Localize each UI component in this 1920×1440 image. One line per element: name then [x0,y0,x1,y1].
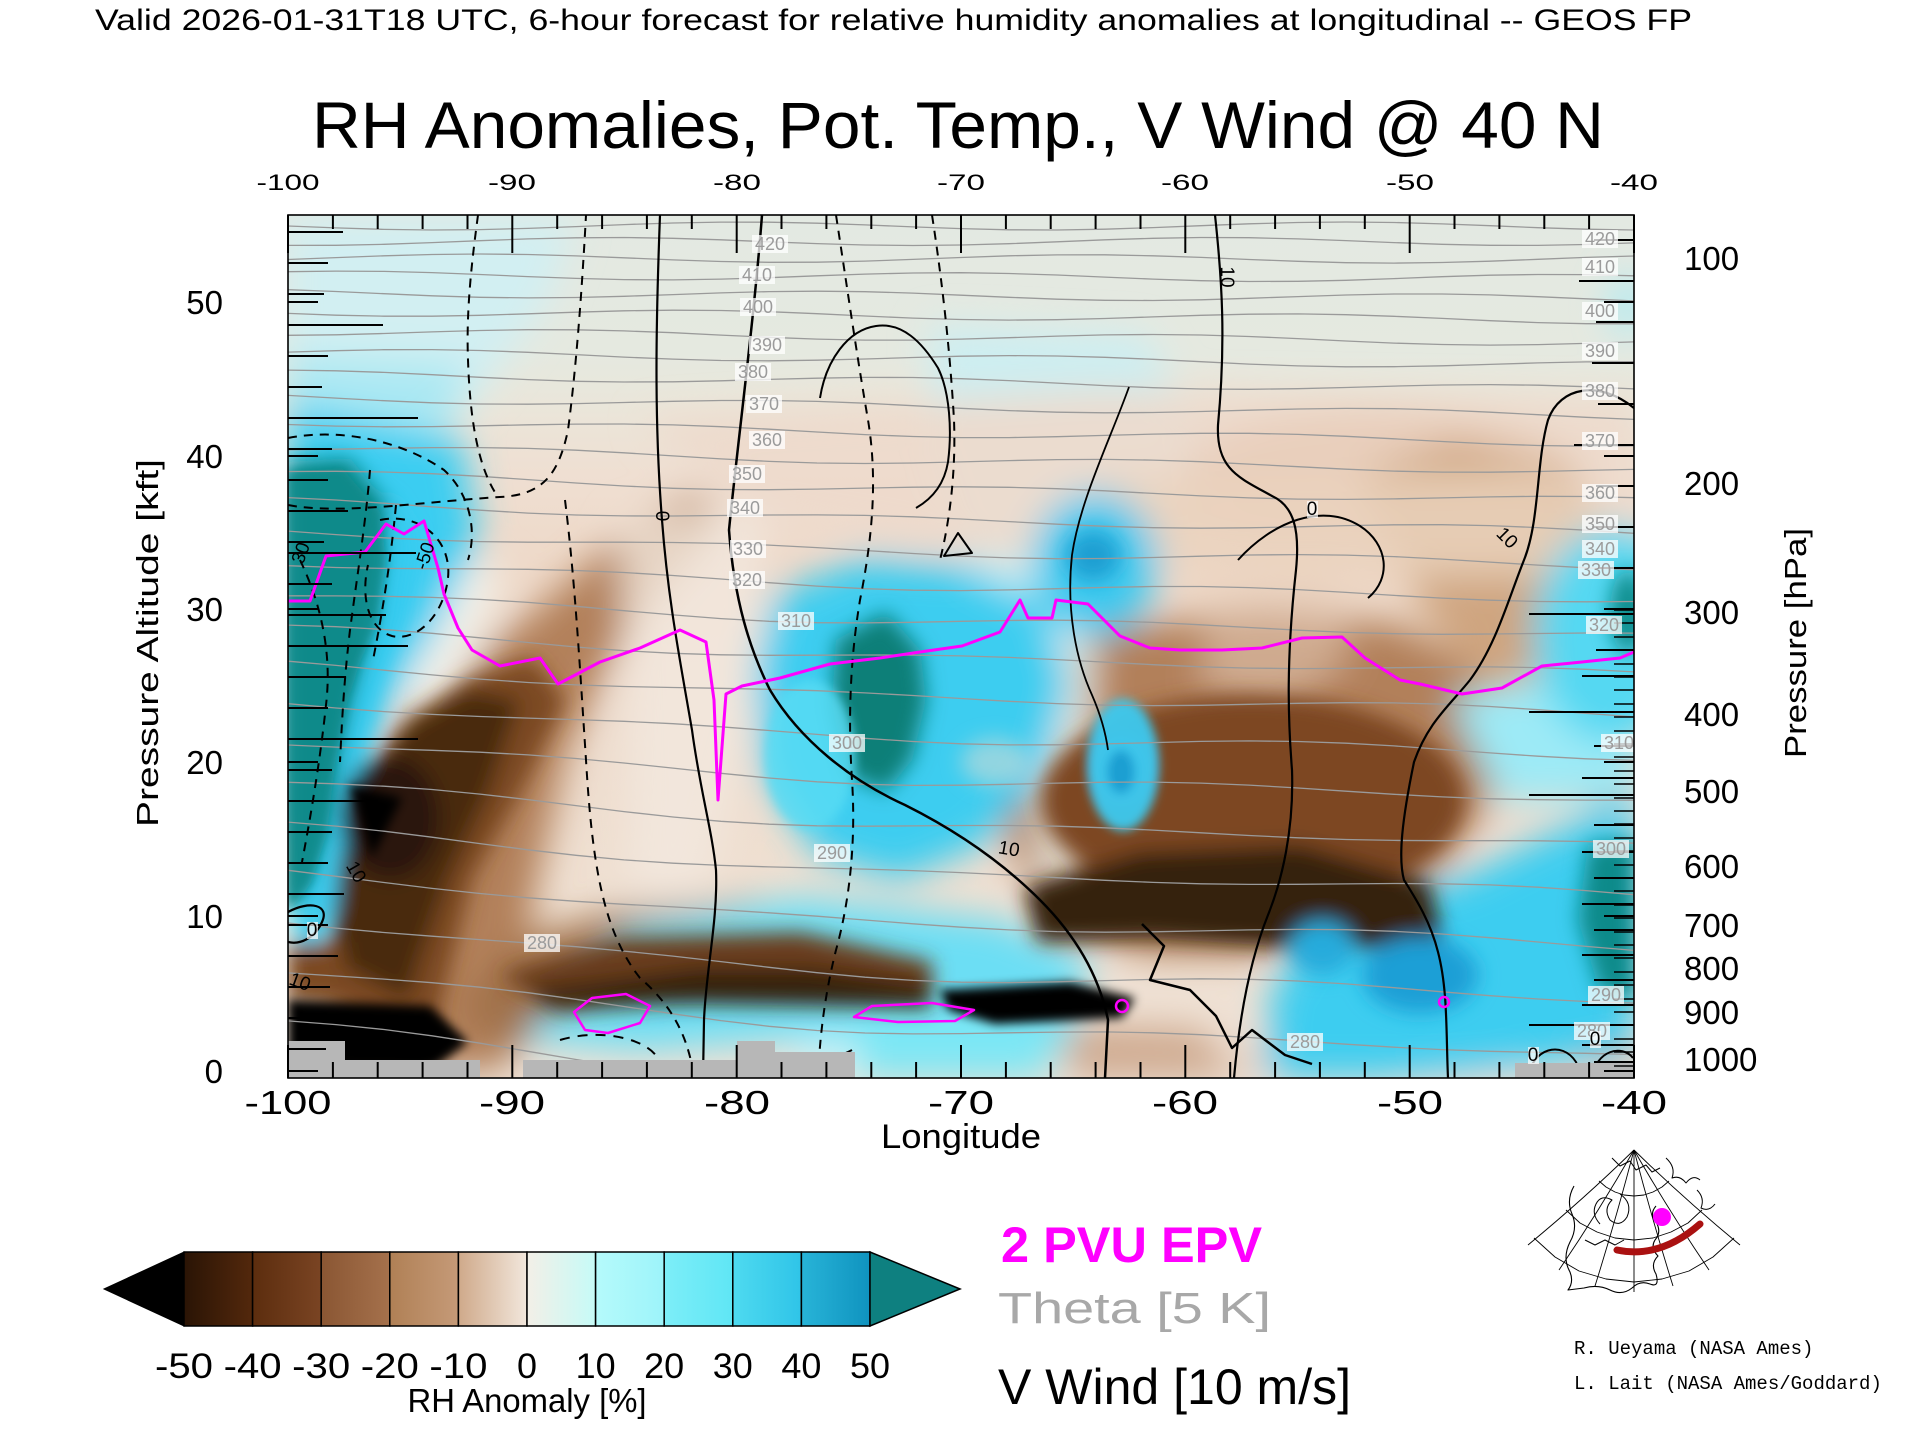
svg-text:-100: -100 [257,170,320,195]
svg-text:0: 0 [517,1347,537,1386]
svg-text:700: 700 [1684,907,1739,944]
svg-text:300: 300 [1684,594,1739,631]
svg-text:-90: -90 [479,1084,545,1121]
svg-text:390: 390 [752,335,782,355]
svg-text:-80: -80 [713,170,761,195]
svg-text:350: 350 [1585,514,1615,534]
svg-text:360: 360 [1585,483,1615,503]
svg-text:Longitude: Longitude [881,1118,1041,1156]
svg-text:370: 370 [749,394,779,414]
svg-text:-40: -40 [1601,1084,1667,1121]
svg-text:410: 410 [742,265,772,285]
svg-text:20: 20 [644,1347,684,1386]
svg-text:410: 410 [1585,257,1615,277]
svg-text:350: 350 [732,464,762,484]
svg-text:-10: -10 [429,1347,487,1386]
svg-text:380: 380 [738,362,768,382]
svg-text:100: 100 [1684,240,1739,277]
svg-text:Pressure Altitude [kft]: Pressure Altitude [kft] [130,459,165,827]
svg-text:280: 280 [527,933,557,953]
svg-text:340: 340 [1585,539,1615,559]
svg-text:310: 310 [1604,733,1634,753]
svg-text:L. Lait (NASA Ames/Goddard): L. Lait (NASA Ames/Goddard) [1574,1373,1882,1395]
svg-text:360: 360 [752,430,782,450]
svg-text:380: 380 [1585,381,1615,401]
svg-text:310: 310 [781,611,811,631]
svg-text:10: 10 [186,898,223,935]
svg-text:V Wind [10 m/s]: V Wind [10 m/s] [998,1359,1351,1415]
svg-text:420: 420 [755,234,785,254]
svg-text:-50: -50 [1377,1084,1443,1121]
svg-text:10: 10 [576,1347,616,1386]
svg-text:0: 0 [1590,1029,1601,1050]
svg-text:320: 320 [1589,615,1619,635]
svg-text:10: 10 [1216,266,1237,287]
svg-text:-100: -100 [245,1084,332,1121]
svg-text:200: 200 [1684,465,1739,502]
svg-text:Pressure [hPa]: Pressure [hPa] [1778,528,1813,758]
svg-text:Theta [5 K]: Theta [5 K] [998,1284,1271,1333]
svg-text:500: 500 [1684,773,1739,810]
svg-text:-20: -20 [361,1347,419,1386]
svg-text:40: 40 [186,438,223,475]
svg-text:-60: -60 [1161,170,1209,195]
svg-text:0: 0 [651,511,672,522]
svg-text:-70: -70 [928,1084,994,1121]
svg-text:Valid 2026-01-31T18 UTC, 6-hou: Valid 2026-01-31T18 UTC, 6-hour forecast… [95,4,1692,37]
svg-text:800: 800 [1684,950,1739,987]
svg-text:0: 0 [1307,499,1318,520]
svg-text:-80: -80 [704,1084,770,1121]
svg-text:330: 330 [733,539,763,559]
svg-text:390: 390 [1585,341,1615,361]
svg-text:-50: -50 [1386,170,1434,195]
svg-text:RH Anomalies, Pot. Temp., V Wi: RH Anomalies, Pot. Temp., V Wind @ 40 N [312,88,1604,162]
svg-text:-40: -40 [1610,170,1658,195]
svg-text:2 PVU EPV: 2 PVU EPV [1001,1217,1263,1273]
svg-text:-90: -90 [488,170,536,195]
svg-text:290: 290 [1591,985,1621,1005]
svg-text:280: 280 [1290,1032,1320,1052]
svg-text:50: 50 [850,1347,890,1386]
svg-text:40: 40 [781,1347,821,1386]
svg-text:-30: -30 [292,1347,350,1386]
svg-text:-70: -70 [937,170,985,195]
svg-text:300: 300 [832,733,862,753]
svg-text:R. Ueyama (NASA Ames): R. Ueyama (NASA Ames) [1574,1338,1813,1360]
svg-text:1000: 1000 [1684,1041,1757,1078]
svg-text:10: 10 [997,837,1021,861]
svg-text:290: 290 [817,843,847,863]
svg-text:-50: -50 [155,1347,213,1386]
svg-text:330: 330 [1581,560,1611,580]
svg-text:-60: -60 [1152,1084,1218,1121]
svg-text:50: 50 [186,284,223,321]
svg-text:370: 370 [1585,431,1615,451]
svg-text:400: 400 [1585,301,1615,321]
svg-text:-40: -40 [224,1347,282,1386]
svg-text:30: 30 [186,591,223,628]
svg-text:300: 300 [1596,839,1626,859]
svg-text:20: 20 [186,744,223,781]
svg-text:0: 0 [307,920,318,941]
svg-text:320: 320 [732,570,762,590]
svg-text:400: 400 [743,297,773,317]
svg-text:RH Anomaly [%]: RH Anomaly [%] [408,1382,647,1419]
svg-text:900: 900 [1684,994,1739,1031]
svg-text:600: 600 [1684,848,1739,885]
svg-text:340: 340 [730,498,760,518]
svg-text:400: 400 [1684,696,1739,733]
svg-text:420: 420 [1585,229,1615,249]
svg-text:0: 0 [1528,1045,1539,1066]
svg-text:0: 0 [205,1053,223,1090]
svg-text:30: 30 [713,1347,753,1386]
